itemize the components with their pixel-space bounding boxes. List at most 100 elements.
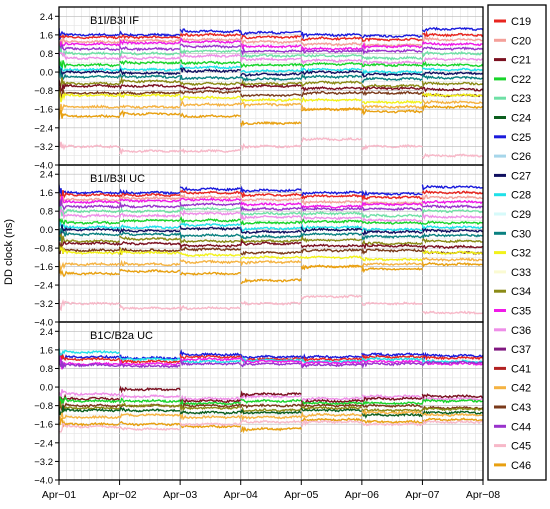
series-C24-day-5 [300,407,362,413]
legend-label-C36: C36 [511,325,531,337]
series-C34-day-3 [179,405,241,412]
series-group [59,26,483,160]
series-C25-day-2 [118,30,181,38]
legend-frame [487,4,547,481]
series-C46-day-2 [118,109,181,118]
series-C46-day-1 [59,417,120,428]
series-C43-day-2 [119,90,181,96]
series-C20-day-2 [118,194,181,202]
series-C20-day-7 [421,36,483,45]
series-C30-day-2 [119,73,181,80]
series-C22-day-4 [240,219,302,226]
series-C32-day-2 [118,92,181,99]
y-axis-label: DD clock (ns) [3,219,15,285]
series-C25-day-3 [179,186,242,192]
series-C44-day-2 [118,45,181,52]
series-C21-day-5 [300,85,363,92]
legend-label-C20: C20 [511,35,531,47]
series-C28-day-4 [240,226,302,233]
series-C19-day-1 [59,190,121,200]
series-C36-day-3 [179,394,242,401]
x-tick-label: Apr−01 [42,489,76,501]
series-C42-day-1 [59,103,121,116]
series-C20-day-7 [421,194,483,201]
panels-group: 2.4 1.6 0.8 0.0 −0.8 −1.6 −2.4 −3.2 −4.0 B1I/B3I … [34,6,484,487]
x-tick-label: Apr−05 [284,489,318,501]
series-C46-day-6 [361,108,423,116]
series-C24-day-3 [179,409,242,416]
series-C21-day-1 [59,393,120,407]
series-C45-day-5 [300,418,363,428]
series-C22-day-2 [119,218,181,224]
y-tick-label: −0.8 [34,401,53,412]
series-C20-day-4 [240,197,302,202]
series-C25-day-7 [421,351,483,361]
series-C44-day-3 [179,201,242,208]
y-tick-label: −3.2 [34,142,53,153]
series-C46-day-4 [240,277,302,285]
series-C44-day-6 [361,47,423,55]
series-C46-day-1 [59,267,120,278]
series-C46-day-7 [421,261,483,268]
series-C46-day-2 [119,268,181,274]
series-C19-day-5 [300,193,362,200]
series-C23-day-2 [119,207,181,214]
series-C44-day-7 [421,360,483,367]
series-C34-day-7 [421,238,483,244]
series-C44-day-5 [300,362,363,369]
series-C25-day-1 [59,27,120,41]
legend-label-C19: C19 [511,16,531,28]
series-C35-day-5 [300,45,363,52]
series-C23-day-4 [240,211,302,219]
panel-title: B1I/B3I IF [90,15,139,27]
series-C35-day-2 [118,358,181,367]
series-C34-day-7 [421,80,483,87]
series-C23-day-7 [421,50,483,58]
series-C45-day-3 [179,148,241,155]
y-tick-label: 2.4 [40,327,53,338]
series-C25-day-6 [361,189,423,198]
series-C28-day-6 [361,357,423,363]
series-C36-day-6 [361,394,423,401]
series-C43-day-5 [301,90,363,97]
series-C43-day-6 [361,89,423,97]
series-C36-day-3 [179,209,242,217]
series-C34-day-2 [119,235,181,242]
series-C23-day-2 [118,49,181,59]
series-C34-day-4 [240,406,302,414]
series-C34-day-7 [422,406,483,412]
series-C36-day-2 [118,55,181,62]
panel-3: 2.4 1.6 0.8 0.0 −0.8 −1.6 −2.4 −3.2 −4.0 B1C/B2a … [34,321,484,487]
series-C44-day-3 [179,359,241,367]
series-C35-day-1 [59,41,121,51]
legend-label-C46: C46 [511,460,531,472]
series-C21-day-6 [361,242,423,250]
legend-label-C45: C45 [511,441,531,453]
series-C27-day-5 [300,226,363,233]
series-C25-day-3 [179,28,242,34]
series-C30-day-2 [119,231,181,237]
series-C45-day-2 [119,425,181,431]
series-C19-day-1 [59,33,120,40]
series-C34-day-4 [240,79,302,89]
series-C32-day-1 [59,90,121,103]
series-C22-day-2 [119,397,181,404]
series-C44-day-7 [422,204,483,209]
legend-label-C26: C26 [511,151,531,163]
series-C19-day-3 [179,189,242,195]
series-C44-day-1 [59,199,120,211]
series-C27-day-5 [300,69,363,76]
series-C36-day-4 [240,213,302,220]
series-C28-day-4 [240,356,302,363]
series-C28-day-6 [361,68,423,76]
series-C30-day-3 [179,231,241,240]
series-C22-day-6 [361,62,423,68]
series-C20-day-5 [301,198,363,205]
series-C19-day-2 [119,34,181,40]
series-C45-day-6 [361,143,423,151]
y-tick-label: 1.6 [40,345,53,356]
series-C43-day-4 [240,403,302,409]
series-C21-day-1 [59,240,121,250]
series-C45-day-6 [361,301,423,306]
series-C19-day-3 [179,354,242,360]
